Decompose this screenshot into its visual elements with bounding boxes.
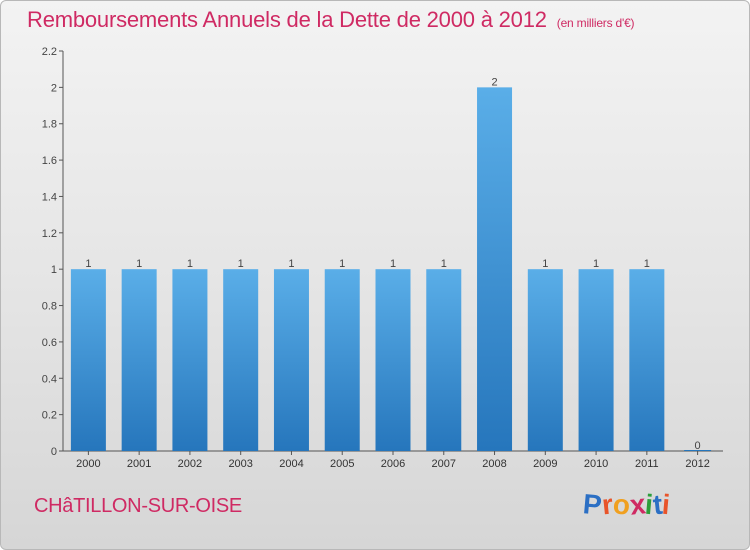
bar (426, 269, 462, 451)
x-tick-label: 2011 (635, 458, 659, 470)
y-tick-label: 0 (51, 446, 57, 458)
y-tick-label: 1.8 (42, 119, 57, 131)
data-label: 1 (288, 258, 294, 270)
data-label: 1 (390, 258, 396, 270)
bar (172, 269, 208, 451)
bar (578, 269, 614, 451)
x-tick-label: 2009 (533, 458, 557, 470)
bar (477, 87, 513, 451)
x-tick-label: 2004 (279, 458, 303, 470)
data-label: 1 (339, 258, 345, 270)
x-tick-label: 2003 (228, 458, 252, 470)
bar (324, 269, 360, 451)
data-label: 1 (187, 258, 193, 270)
y-tick-label: 0.6 (42, 337, 57, 349)
x-tick-label: 2002 (178, 458, 202, 470)
data-label: 1 (644, 258, 650, 270)
x-tick-label: 2008 (482, 458, 506, 470)
bar (273, 269, 309, 451)
chart-title: Remboursements Annuels de la Dette de 20… (27, 7, 635, 33)
chart-title-text: Remboursements Annuels de la Dette de 20… (27, 7, 547, 32)
proxiti-logo: Proxiti (582, 488, 672, 521)
data-labels: 1 1 1 1 1 1 1 1 2 1 1 1 0 (85, 76, 700, 452)
bar (223, 269, 259, 451)
bar (629, 269, 665, 451)
y-tick-label: 2.2 (42, 46, 57, 58)
x-tick-label: 2007 (432, 458, 456, 470)
y-tick-label: 0.8 (42, 301, 57, 313)
data-label: 1 (238, 258, 244, 270)
data-label: 1 (136, 258, 142, 270)
bar (375, 269, 411, 451)
x-tick-label: 2006 (381, 458, 405, 470)
bar (121, 269, 157, 451)
chart-subtitle: (en milliers d'€) (556, 16, 635, 30)
bar (527, 269, 563, 451)
data-label: 1 (542, 258, 548, 270)
x-tick-label: 2010 (584, 458, 608, 470)
x-tick-label: 2012 (685, 458, 709, 470)
logo-letter: i (661, 488, 672, 521)
x-tick-label: 2005 (330, 458, 354, 470)
commune-name: CHâTILLON-SUR-OISE (34, 495, 242, 517)
data-label: 1 (593, 258, 599, 270)
y-tick-label: 1.2 (42, 228, 57, 240)
data-label: 2 (491, 76, 497, 88)
data-label: 1 (441, 258, 447, 270)
y-tick-label: 1.4 (42, 191, 57, 203)
y-tick-label: 1 (51, 264, 57, 276)
y-tick-label: 0.2 (42, 410, 57, 422)
data-label: 0 (695, 440, 701, 452)
bar (70, 269, 106, 451)
x-tick-label: 2000 (76, 458, 100, 470)
x-tick-label: 2001 (127, 458, 151, 470)
data-label: 1 (85, 258, 91, 270)
y-tick-label: 1.6 (42, 155, 57, 167)
y-tick-label: 2 (51, 82, 57, 94)
bars (70, 87, 712, 451)
y-tick-label: 0.4 (42, 373, 57, 385)
